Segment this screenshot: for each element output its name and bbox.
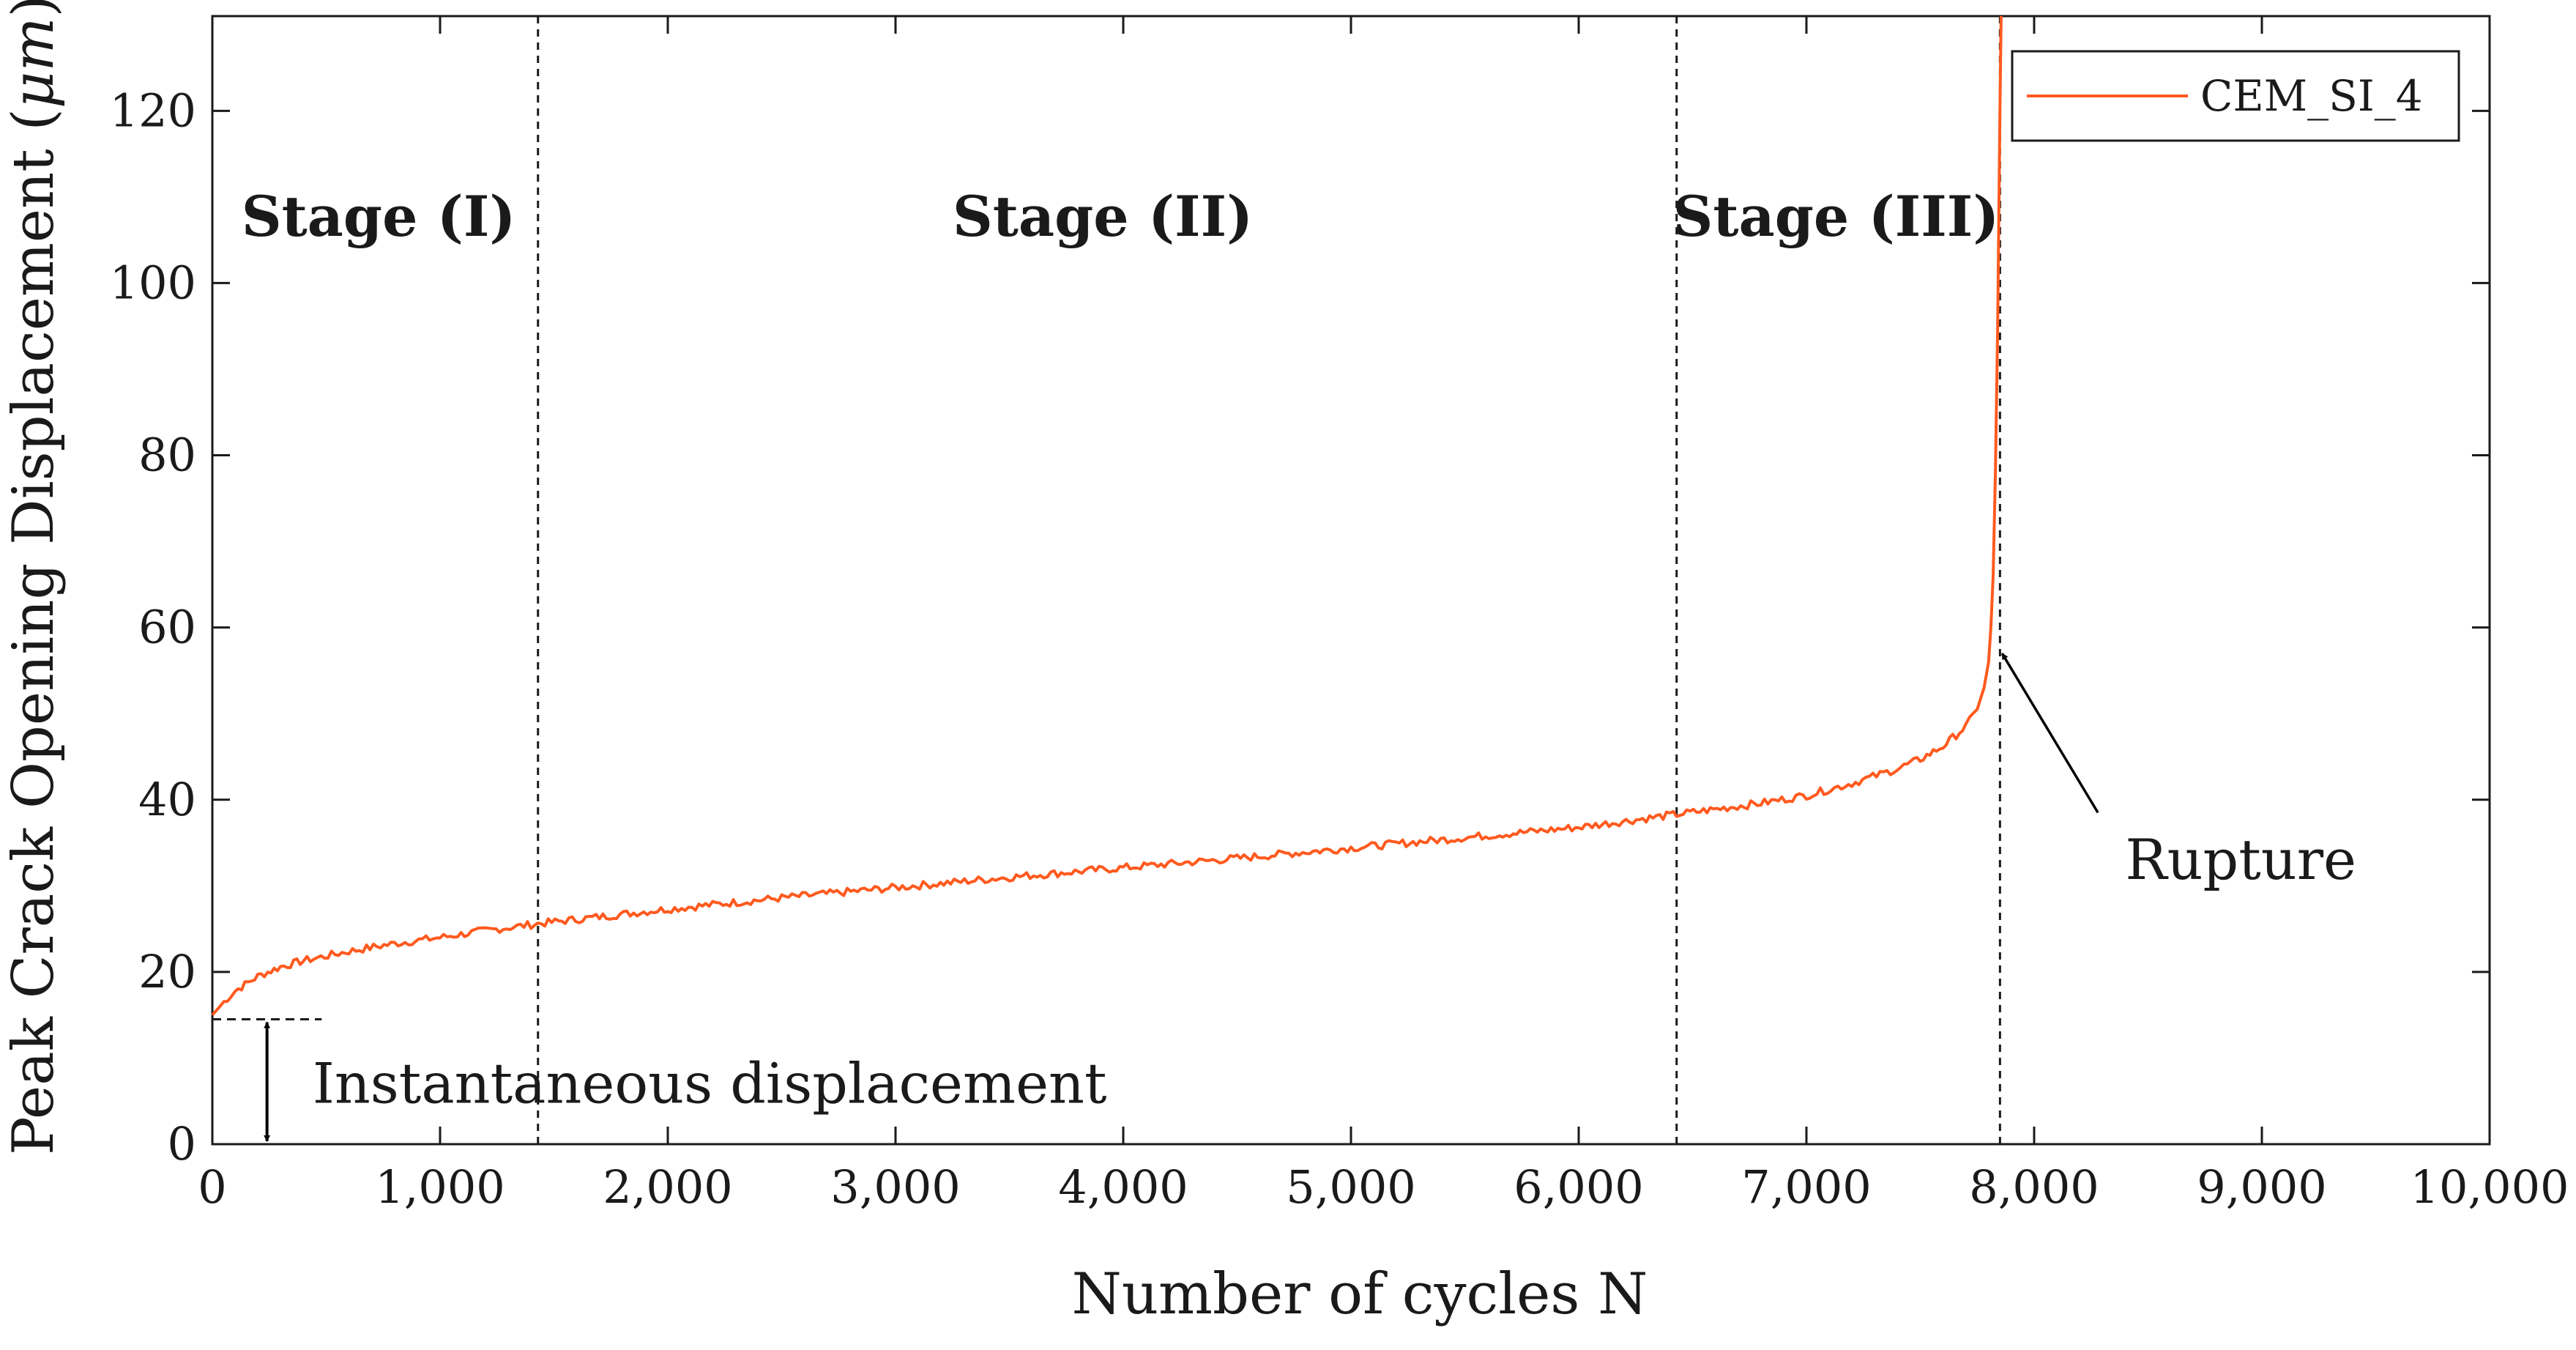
annotation-marks (212, 653, 2099, 1142)
x-tick-label: 5,000 (1286, 1160, 1416, 1214)
y-tick-label: 120 (110, 84, 196, 137)
stage-label: Stage (II) (953, 184, 1253, 249)
rupture-arrow (2000, 653, 2099, 814)
y-axis-ticks: 0 20 40 60 80 100 120 (110, 84, 2490, 1171)
y-tick-label: 80 (138, 429, 196, 482)
x-tick-label: 10,000 (2411, 1160, 2569, 1214)
instantaneous-displacement-label: Instantaneous displacement (313, 1051, 1107, 1116)
series-group (211, 15, 2003, 1017)
x-tick-label: 6,000 (1514, 1160, 1644, 1214)
rupture-label: Rupture (2125, 827, 2356, 892)
y-tick-label: 0 (168, 1117, 196, 1171)
stage-label: Stage (III) (1673, 184, 2000, 249)
x-tick-label: 1,000 (375, 1160, 505, 1214)
stage-label: Stage (I) (242, 184, 516, 249)
y-axis-label-suffix: ) (1, 0, 67, 18)
legend: CEM_SI_4 (2011, 50, 2460, 142)
x-tick-label: 8,000 (1969, 1160, 2099, 1214)
x-tick-label: 2,000 (603, 1160, 733, 1214)
y-axis-label-unit: μm (1, 18, 67, 109)
y-tick-label: 20 (138, 945, 196, 998)
x-tick-label: 0 (198, 1160, 226, 1214)
legend-box (2011, 50, 2460, 142)
x-axis-label: Number of cycles N (1072, 1261, 1648, 1327)
y-tick-label: 60 (138, 601, 196, 654)
x-axis-ticks: 0 1,000 2,000 3,000 4,000 5,000 6,000 7,000 8,00… (198, 16, 2569, 1214)
series-line-cem-si-4 (211, 15, 2003, 1017)
y-axis-label-prefix: Peak Crack Opening Displacement ( (1, 108, 67, 1155)
y-axis-label: Peak Crack Opening Displacement (μm) (1, 0, 67, 1155)
x-tick-label: 7,000 (1741, 1160, 1872, 1214)
y-tick-label: 40 (138, 773, 196, 826)
x-tick-label: 4,000 (1058, 1160, 1188, 1214)
plot-area-border (211, 15, 2491, 1146)
plot-frame (211, 15, 2491, 1146)
x-tick-label: 9,000 (2197, 1160, 2327, 1214)
x-tick-label: 3,000 (830, 1160, 961, 1214)
y-tick-label: 100 (110, 256, 196, 309)
stage-labels: Stage (I) Stage (II) Stage (III) (242, 184, 2000, 249)
legend-label: CEM_SI_4 (2200, 71, 2423, 121)
